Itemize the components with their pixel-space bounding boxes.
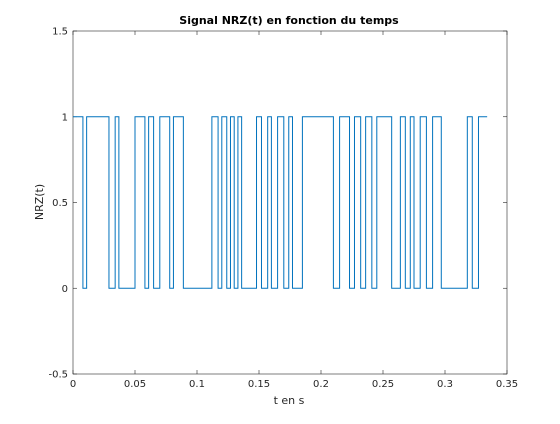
x-tick-label: 0.05 <box>124 379 146 390</box>
x-axis-label: t en s <box>274 394 305 407</box>
y-tick-label: 1 <box>62 112 68 123</box>
x-tick-label: 0.3 <box>437 379 453 390</box>
y-tick-label: 0 <box>62 284 68 295</box>
x-tick-label: 0.15 <box>248 379 270 390</box>
x-tick-label: 0.1 <box>189 379 205 390</box>
x-tick-label: 0 <box>70 379 76 390</box>
axes-box <box>72 30 508 375</box>
nrz-signal-line <box>73 116 488 289</box>
x-tick-label: 0.35 <box>496 379 518 390</box>
y-tick-label: 1.5 <box>52 27 68 38</box>
chart-title: Signal NRZ(t) en fonction du temps <box>179 14 399 27</box>
x-tick-label: 0.2 <box>313 379 329 390</box>
x-tick-label: 0.25 <box>372 379 394 390</box>
y-tick-label: -0.5 <box>48 370 68 381</box>
y-axis-label: NRZ(t) <box>33 184 46 220</box>
y-tick-label: 0.5 <box>52 198 68 209</box>
